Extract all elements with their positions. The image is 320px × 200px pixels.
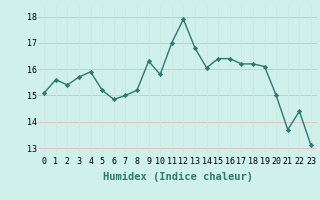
X-axis label: Humidex (Indice chaleur): Humidex (Indice chaleur) <box>103 172 252 182</box>
